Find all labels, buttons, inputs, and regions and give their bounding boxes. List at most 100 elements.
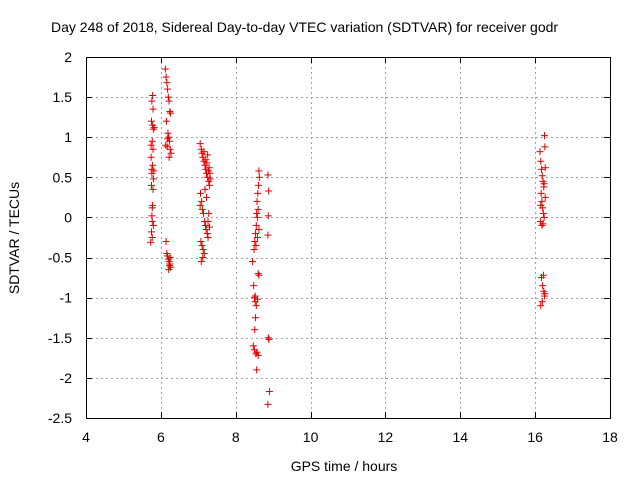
data-point — [149, 125, 157, 133]
data-point — [541, 143, 549, 151]
data-point — [265, 187, 273, 195]
data-point — [147, 141, 155, 149]
data-point — [537, 201, 545, 209]
data-point — [162, 141, 170, 149]
data-point — [163, 79, 171, 87]
data-point — [538, 298, 546, 306]
x-tick-label: 12 — [378, 429, 394, 445]
data-point — [537, 189, 545, 197]
grid-layer — [86, 57, 610, 418]
data-point — [149, 175, 157, 183]
data-point — [198, 242, 206, 250]
data-point — [148, 181, 155, 189]
data-point — [147, 238, 155, 246]
data-point — [197, 189, 205, 197]
data-point — [203, 229, 211, 237]
data-point — [148, 234, 156, 241]
data-point — [249, 342, 257, 350]
data-point — [149, 92, 157, 100]
data-point — [198, 205, 206, 213]
data-point — [253, 197, 261, 205]
data-point — [255, 167, 263, 175]
data-point — [148, 97, 156, 105]
data-point — [255, 271, 263, 279]
data-point — [253, 348, 261, 356]
data-point — [252, 302, 260, 310]
data-point — [165, 133, 173, 141]
data-point — [254, 205, 262, 213]
data-point — [541, 290, 549, 298]
data-point — [537, 302, 545, 310]
y-tick-label: 2 — [64, 49, 72, 65]
data-point — [254, 351, 262, 359]
data-point — [540, 213, 548, 221]
data-point — [205, 164, 213, 172]
y-tick-label: -2 — [60, 370, 73, 386]
data-point — [541, 132, 548, 140]
data-point — [253, 213, 261, 221]
data-point — [253, 234, 261, 241]
chart-title: Day 248 of 2018, Sidereal Day-to-day VTE… — [51, 19, 558, 35]
y-tick-label: -0.5 — [48, 250, 72, 266]
data-point — [148, 228, 155, 236]
data-point — [165, 262, 173, 270]
data-point — [149, 105, 157, 113]
data-point — [253, 295, 261, 303]
x-tick-label: 6 — [157, 429, 165, 445]
data-point — [264, 212, 272, 220]
data-point — [203, 159, 211, 167]
data-point — [264, 171, 272, 179]
data-point — [204, 151, 212, 159]
data-point — [538, 197, 546, 205]
y-tick-label: 0 — [64, 209, 72, 225]
data-point — [539, 220, 547, 228]
x-tick-label: 14 — [452, 429, 468, 445]
data-point — [201, 221, 209, 229]
data-point — [149, 221, 157, 229]
data-point — [197, 258, 205, 266]
data-point — [165, 266, 173, 274]
data-point — [167, 109, 175, 117]
data-point — [252, 229, 260, 237]
data-point — [253, 366, 261, 374]
data-point — [148, 137, 156, 145]
data-point — [166, 145, 174, 153]
data-point — [252, 221, 260, 229]
data-point — [255, 181, 263, 189]
data-point — [148, 217, 156, 225]
data-point — [539, 271, 547, 279]
x-tick-label: 18 — [602, 429, 618, 445]
y-tick-label: -1 — [60, 290, 73, 306]
data-point — [161, 65, 169, 73]
data-point — [205, 209, 213, 217]
x-tick-label: 10 — [303, 429, 319, 445]
data-point — [264, 400, 272, 408]
data-point — [264, 231, 272, 239]
data-point — [200, 148, 208, 156]
data-point — [164, 85, 172, 93]
data-point — [206, 181, 214, 189]
y-tick-label: 0.5 — [53, 169, 73, 185]
data-point — [250, 294, 258, 302]
data-point — [538, 221, 546, 229]
data-point — [251, 238, 259, 246]
data-point — [538, 172, 546, 180]
data-point — [249, 258, 257, 266]
data-point — [150, 124, 158, 132]
data-point — [149, 161, 157, 169]
y-tick-label: -2.5 — [48, 410, 72, 426]
data-point — [164, 93, 172, 101]
data-point — [539, 209, 547, 217]
data-point — [167, 149, 175, 157]
data-point — [540, 180, 548, 188]
data-point — [537, 157, 545, 165]
data-point — [254, 189, 262, 197]
data-point — [147, 153, 155, 161]
y-axis-label: SDTVAR / TECUs — [6, 182, 22, 294]
data-point — [255, 173, 263, 181]
data-point — [196, 140, 204, 148]
data-point — [264, 334, 272, 342]
data-point — [199, 254, 207, 262]
data-point — [162, 238, 170, 246]
